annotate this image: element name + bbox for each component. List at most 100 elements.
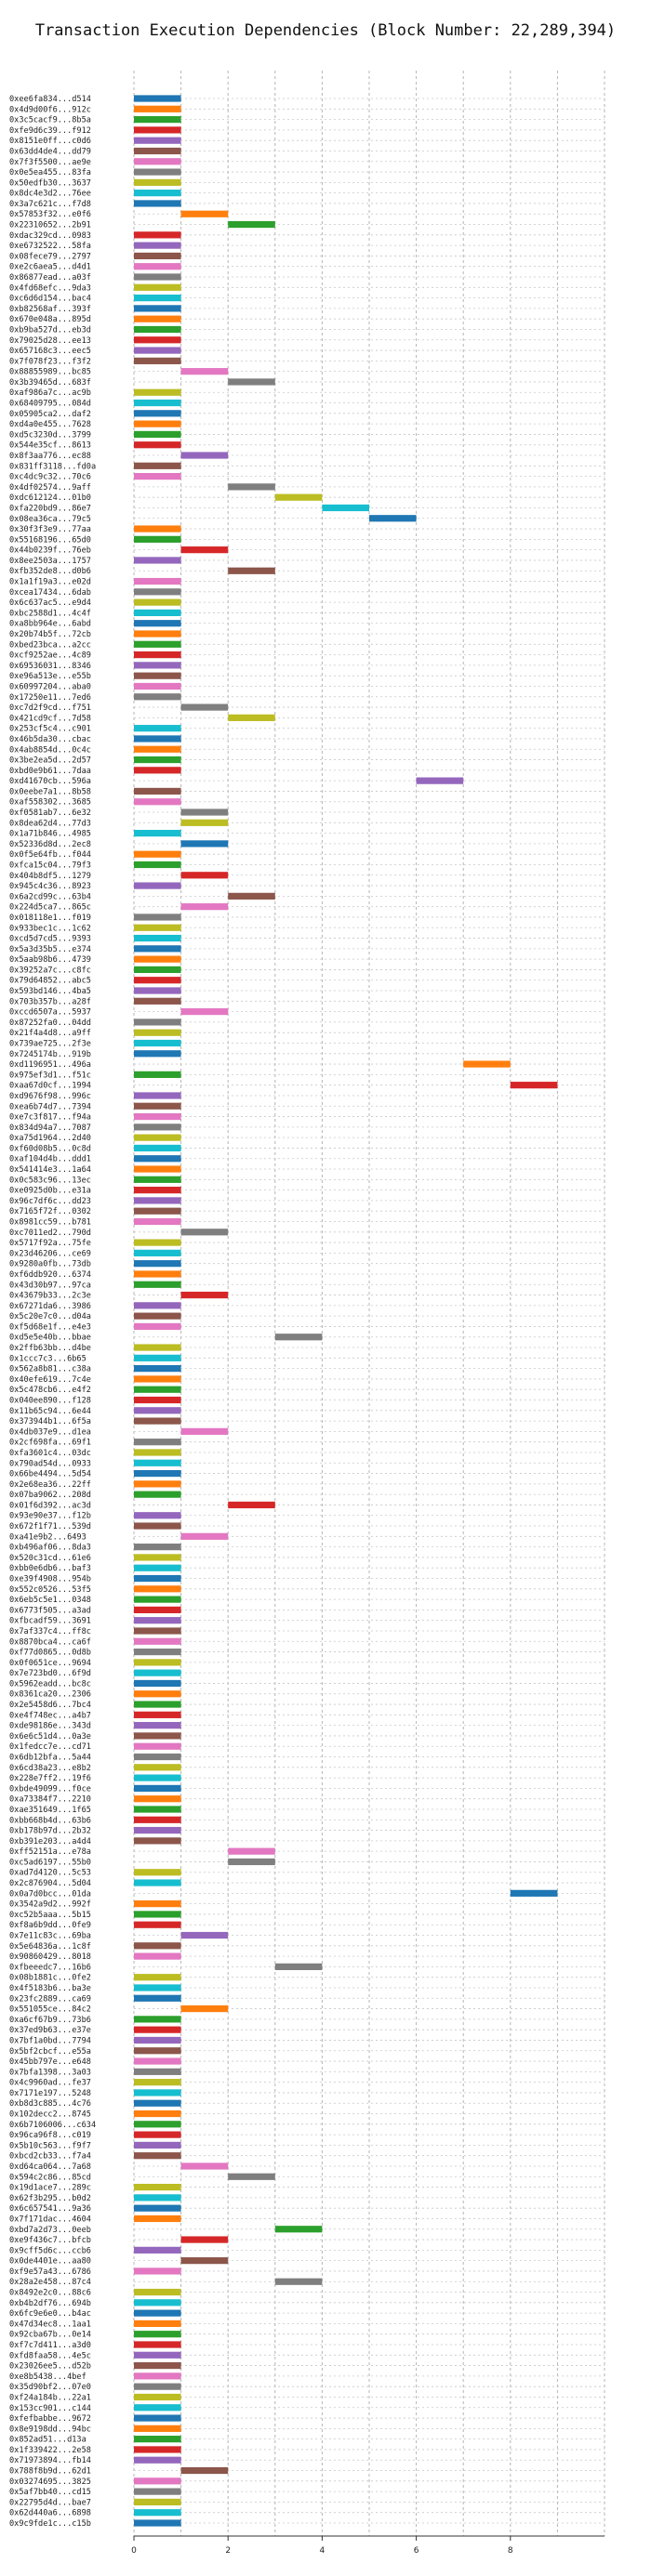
tx-label: 0x5bf2cbcf...e55a — [9, 2047, 91, 2057]
tx-label: 0x40efe619...7c4e — [9, 1375, 91, 1385]
tx-bar — [134, 1239, 181, 1246]
tx-bar — [134, 2131, 181, 2138]
tx-bar — [134, 2183, 181, 2191]
tx-label: 0x4fd68efc...9da3 — [9, 283, 91, 293]
tx-bar — [134, 1124, 181, 1131]
tx-bar — [134, 745, 181, 753]
tx-bar — [134, 1249, 181, 1256]
tx-bar — [134, 682, 181, 690]
tx-bar — [134, 2047, 181, 2055]
tx-label: 0x96c7df6c...dd23 — [9, 1197, 91, 1206]
tx-bar — [134, 767, 181, 774]
tx-label: 0xb496af06...8da3 — [9, 1544, 91, 1553]
tx-label: 0xf0581ab7...6e32 — [9, 808, 91, 818]
tx-bar — [134, 2446, 181, 2453]
tx-label: 0x6c657541...9a36 — [9, 2204, 91, 2214]
tx-label: 0x3c5cacf9...8b5a — [9, 116, 91, 125]
tx-label: 0x4db037e9...d1ea — [9, 1427, 91, 1437]
tx-label: 0x3be2ea5d...2d57 — [9, 756, 91, 766]
tx-bar — [180, 1427, 229, 1435]
tx-bar — [134, 2026, 181, 2033]
tx-label: 0x228e7ff2...19f6 — [9, 1774, 91, 1783]
tx-bar — [228, 483, 275, 491]
tx-label: 0xf6ddb920...6374 — [9, 1270, 91, 1280]
tx-bar — [134, 945, 181, 953]
tx-label: 0xe6732522...58fa — [9, 242, 91, 251]
tx-bar — [134, 294, 181, 302]
tx-bar — [134, 1869, 181, 1876]
tx-bar — [134, 1039, 181, 1047]
tx-bar — [134, 1564, 181, 1571]
tx-label: 0xd41670cb...596a — [9, 777, 91, 786]
tx-label: 0x852ad51...d13a — [9, 2436, 86, 2445]
tx-bar — [134, 1071, 181, 1078]
tx-bar — [134, 1637, 181, 1645]
tx-bar — [134, 2246, 181, 2254]
tx-bar — [134, 598, 181, 606]
tx-bar — [134, 315, 181, 322]
tx-label: 0xbb668b4d...63b6 — [9, 1816, 91, 1825]
tx-label: 0xbd0e9b61...7daa — [9, 767, 91, 776]
tx-bar — [134, 1155, 181, 1163]
tx-bar — [134, 1439, 181, 1446]
tx-bar — [180, 903, 229, 911]
tx-label: 0x253cf5c4...c901 — [9, 725, 91, 734]
tx-label: 0x4f5183b6...ba3e — [9, 1984, 91, 1993]
tx-bar — [134, 1396, 181, 1404]
tx-bar — [134, 2320, 181, 2328]
tx-label: 0x8e9198dd...94bc — [9, 2425, 91, 2434]
tx-bar — [134, 1921, 181, 1928]
tx-label: 0x551055ce...84c2 — [9, 2005, 91, 2015]
tx-bar — [134, 420, 181, 427]
tx-bar — [134, 1585, 181, 1593]
tx-label: 0x6eb5c5e1...0348 — [9, 1596, 91, 1605]
tx-label: 0x7165f72f...0302 — [9, 1207, 91, 1216]
tx-label: 0x7e723bd0...6f9d — [9, 1669, 91, 1678]
tx-bar — [134, 1606, 181, 1613]
tx-label: 0x01f6d392...ac3d — [9, 1501, 91, 1510]
tx-label: 0xaf104d4b...ddd1 — [9, 1155, 91, 1164]
tx-label: 0xdac329cd...0983 — [9, 231, 91, 241]
tx-bar — [134, 1102, 181, 1110]
tx-label: 0x08b1881c...0fe2 — [9, 1974, 91, 1983]
tx-label: 0x6db12bfa...5a44 — [9, 1754, 91, 1763]
tx-bar — [134, 934, 181, 942]
tx-label: 0xfca15c04...79f3 — [9, 861, 91, 870]
tx-bar — [134, 630, 181, 637]
tx-label: 0xb8d3c885...4c76 — [9, 2099, 91, 2109]
tx-bar — [134, 955, 181, 963]
tx-label: 0xf7c7d411...a3d0 — [9, 2341, 91, 2350]
tx-label: 0x5b10c563...f9f7 — [9, 2141, 91, 2150]
tx-bar — [134, 1974, 181, 1981]
tx-bar — [134, 1679, 181, 1688]
tx-label: 0x92cba67b...0e14 — [9, 2331, 91, 2340]
tx-bar — [134, 1260, 181, 1268]
x-tick-label: 6 — [414, 2546, 419, 2556]
tx-label: 0x62f3b295...b0d2 — [9, 2194, 91, 2203]
tx-label: 0x52336d8d...2ec8 — [9, 840, 91, 849]
tx-bar — [134, 1207, 181, 1215]
tx-label: 0x8361ca20...2306 — [9, 1690, 91, 1700]
tx-label: 0xe4f748ec...a4b7 — [9, 1711, 91, 1720]
tx-label: 0x6e6c51d4...0a3e — [9, 1732, 91, 1741]
tx-bar — [134, 1574, 181, 1583]
tx-bar — [274, 1334, 323, 1341]
tx-label: 0xfbcadf59...3691 — [9, 1617, 91, 1626]
tx-label: 0xd5c3230d...3799 — [9, 430, 91, 440]
tx-bar — [180, 2236, 229, 2243]
tx-bar — [134, 1795, 181, 1803]
tx-label: 0x68409795...084d — [9, 400, 91, 409]
tx-label: 0x22795d4d...bae7 — [9, 2498, 91, 2507]
tx-label: 0x6b7106006...c634 — [9, 2121, 96, 2130]
tx-label: 0x79025d28...ee13 — [9, 336, 91, 346]
tx-bar — [134, 1354, 181, 1361]
tx-label: 0xc7011ed2...790d — [9, 1229, 91, 1238]
tx-label: 0x07ba9062...208d — [9, 1491, 91, 1500]
tx-bar — [180, 546, 229, 554]
tx-label: 0x08ea36ca...79c5 — [9, 515, 91, 524]
tx-bar — [134, 1764, 181, 1771]
tx-label: 0x8151e0ff...c0d6 — [9, 137, 91, 146]
tx-bar — [180, 1532, 229, 1540]
tx-label: 0xf8a6b9dd...0fe9 — [9, 1921, 91, 1930]
tx-label: 0xfefbabbe...9672 — [9, 2414, 91, 2424]
